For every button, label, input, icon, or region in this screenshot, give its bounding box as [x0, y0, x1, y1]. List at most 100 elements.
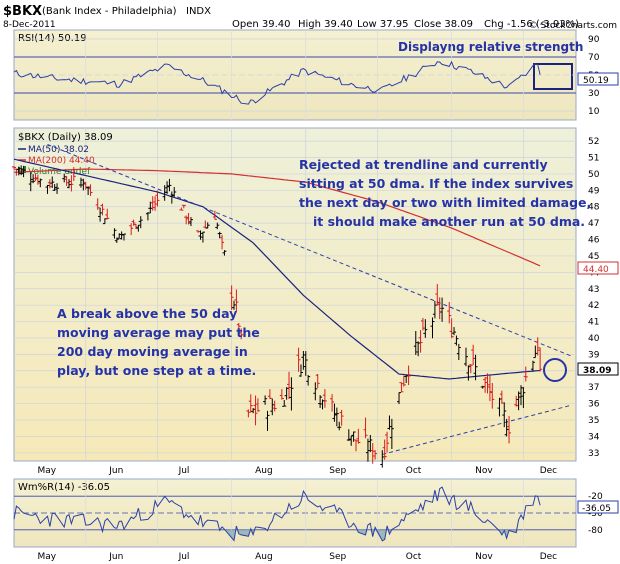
change-value: Chg -1.56 (-3.93%) [484, 19, 579, 30]
price-tag-text: 38.09 [583, 366, 611, 376]
price-bar [399, 382, 404, 393]
price-bar [287, 371, 292, 399]
price-bar [198, 230, 203, 240]
price-bar [298, 364, 303, 377]
williams-r-panel: Wm%R(14) -36.05 -20 -50 -80 -36.05 [13, 478, 619, 548]
price-bar [480, 385, 485, 389]
price-bar [463, 347, 468, 367]
upper-trendline [47, 143, 572, 357]
price-bar [471, 344, 476, 366]
price-bar [162, 185, 167, 201]
price-bar [181, 204, 186, 209]
price-bar [167, 178, 172, 192]
price-bar [138, 216, 143, 229]
ma200-tag-text: 44.40 [583, 265, 609, 275]
month-label: Aug [255, 552, 273, 562]
rsi-legend: RSI(14) 50.19 [18, 33, 87, 44]
price-bar [449, 318, 454, 339]
month-label: Dec [540, 466, 557, 476]
price-bar [499, 390, 504, 404]
price-bar [52, 184, 57, 191]
price-bar [150, 196, 155, 211]
price-bar [129, 223, 134, 236]
rsi-annotation: Displayng relative strength [398, 40, 583, 54]
price-bar [447, 302, 452, 324]
price-bar [153, 196, 158, 211]
price-bar [440, 297, 445, 322]
price-bar [119, 231, 124, 240]
chart-date: 8-Dec-2011 [3, 20, 56, 30]
price-bar [69, 175, 74, 192]
price-bar [71, 167, 76, 182]
price-tick-label: 46 [588, 236, 600, 246]
price-bar [239, 328, 244, 340]
price-bar [468, 364, 473, 374]
month-axis-main: May Jun Jul Aug Sep Oct Nov Dec [37, 466, 557, 476]
price-bar [35, 174, 40, 185]
price-bar [220, 234, 225, 250]
left-annotation-line: A break above the 50 day [57, 306, 237, 321]
close-value: Close 38.09 [414, 19, 473, 30]
price-tick-label: 52 [588, 137, 599, 147]
price-bar [88, 184, 93, 196]
price-bar [81, 178, 86, 191]
price-bar [533, 345, 538, 359]
top-annotation-line: the next day or two with limited damage, [299, 195, 591, 210]
price-bar [98, 207, 103, 222]
price-tick-label: 49 [588, 186, 600, 196]
price-bar [497, 397, 502, 417]
price-bar [186, 212, 191, 225]
price-bar [47, 179, 52, 189]
month-axis-bottom: May Jun Jul Aug Sep Oct Nov Dec [37, 552, 557, 562]
ma200-tag: 44.40 [577, 261, 619, 275]
price-bar [516, 391, 521, 411]
chart-header: $BKX (Bank Index - Philadelphia) INDX 8-… [3, 4, 617, 31]
price-bar [78, 177, 83, 188]
williams-r-value-tag-text: -36.05 [582, 504, 611, 514]
price-bar [413, 331, 418, 355]
high-value: High 39.40 [298, 19, 353, 30]
month-label: Nov [475, 552, 493, 562]
price-bar [236, 322, 241, 336]
price-bar [251, 408, 256, 414]
price-bar [136, 224, 141, 232]
price-bar [334, 407, 339, 427]
price-bar [382, 439, 387, 460]
price-bar [263, 395, 268, 405]
price-bar [356, 428, 361, 444]
month-label: Nov [475, 466, 493, 476]
price-bar [131, 219, 136, 226]
rsi-tick-label: 90 [588, 35, 600, 45]
price-bar [50, 176, 55, 188]
exchange-label: INDX [186, 6, 211, 17]
price-bar [212, 210, 217, 220]
price-bar [86, 186, 91, 196]
rsi-line [13, 60, 541, 105]
price-bar [301, 350, 306, 370]
price-bar [514, 395, 519, 407]
price-bar [490, 382, 495, 409]
price-bar [179, 207, 184, 211]
price-bar [289, 377, 294, 411]
price-tag: 38.09 [577, 362, 619, 376]
price-bar [404, 374, 409, 383]
price-bar [234, 289, 239, 312]
ma50-line [13, 158, 541, 380]
price-bar [437, 297, 442, 320]
price-bar [380, 450, 385, 468]
price-bar [423, 319, 428, 338]
price-bar [148, 201, 153, 214]
price-bar [420, 317, 425, 331]
price-bar [349, 435, 354, 446]
price-bar [205, 222, 210, 229]
price-bar [332, 403, 337, 422]
price-bar [31, 174, 36, 184]
price-bar [330, 394, 335, 412]
legend-ma200: MA(200) 44.40 [28, 156, 95, 166]
price-bar [368, 434, 373, 452]
price-bar [229, 285, 234, 310]
price-bar [313, 382, 318, 401]
price-bar [373, 450, 378, 460]
price-bar [535, 337, 540, 356]
